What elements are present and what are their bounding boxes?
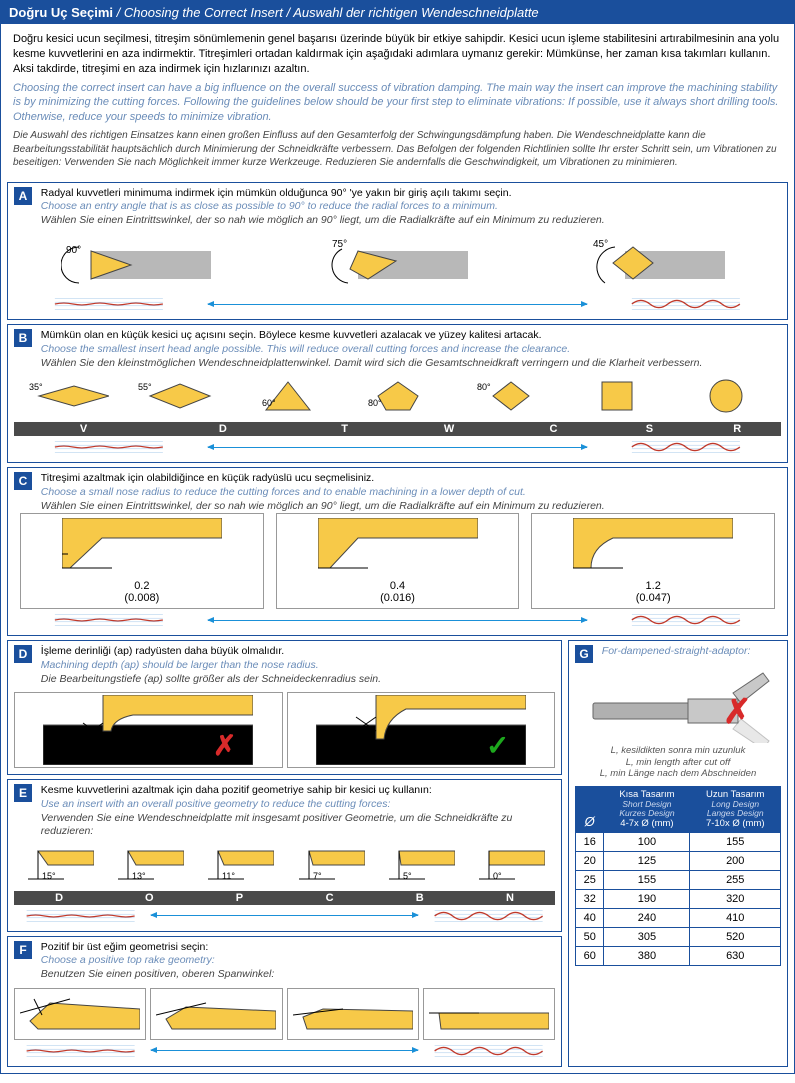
svg-text:✗: ✗ bbox=[723, 693, 752, 731]
d-en: Machining depth (ap) should be larger th… bbox=[41, 659, 552, 673]
header-en: Choosing the Correct Insert bbox=[124, 5, 283, 20]
wave-high bbox=[591, 438, 781, 456]
a-en: Choose an entry angle that is as close a… bbox=[41, 200, 778, 214]
svg-text:7°: 7° bbox=[313, 871, 322, 881]
a-tool-45: 45° bbox=[575, 233, 735, 293]
wave-high bbox=[591, 611, 781, 629]
e-geoms: 15° 13° 11° 7° 5° 0° bbox=[14, 839, 555, 891]
section-e-label: E bbox=[14, 784, 32, 802]
section-f-label: F bbox=[14, 941, 32, 959]
intro-en: Choosing the correct insert can have a b… bbox=[13, 81, 782, 126]
section-c: C Titreşimi azaltmak için olabildiğince … bbox=[7, 467, 788, 636]
e-labels: D O P C B N bbox=[14, 891, 555, 905]
wave-low bbox=[14, 907, 147, 925]
b-shapes: 35° 55° 60° 80° 80° bbox=[14, 370, 781, 422]
c-de: Wählen Sie einen Eintrittswinkel, der so… bbox=[41, 500, 778, 514]
wave-low bbox=[14, 295, 204, 313]
page: Doğru Uç Seçimi / Choosing the Correct I… bbox=[0, 0, 795, 1074]
section-g-label: G bbox=[575, 645, 593, 663]
d-de: Die Bearbeitungstiefe (ap) sollte größer… bbox=[41, 673, 552, 687]
bottom-row: D İşleme derinliği (ap) radyüsten daha b… bbox=[7, 640, 788, 1066]
section-e: E Kesme kuvvetlerini azaltmak için daha … bbox=[7, 779, 562, 932]
col-diam: Ø bbox=[576, 786, 604, 833]
table-row: 40240410 bbox=[576, 909, 781, 928]
section-c-label: C bbox=[14, 472, 32, 490]
section-f: F Pozitif bir üst eğim geometrisi seçin:… bbox=[7, 936, 562, 1067]
table-row: 25155255 bbox=[576, 871, 781, 890]
e-tr: Kesme kuvvetlerini azaltmak için daha po… bbox=[41, 784, 552, 798]
d-right: ✓ bbox=[316, 695, 526, 765]
svg-text:80°: 80° bbox=[368, 398, 382, 408]
a-waves bbox=[14, 295, 781, 313]
svg-text:45°: 45° bbox=[593, 239, 608, 250]
svg-text:✗: ✗ bbox=[213, 730, 236, 761]
a-diagrams: 90° 75° 45° bbox=[14, 233, 781, 293]
c-radii: 0.2(0.008) 0.4(0.016) 1.2(0.047) bbox=[14, 513, 781, 609]
intro-de: Die Auswahl des richtigen Einsatzes kann… bbox=[13, 129, 782, 170]
e-en: Use an insert with an overall positive g… bbox=[41, 798, 552, 812]
table-row: 20125200 bbox=[576, 852, 781, 871]
b-tr: Mümkün olan en küçük kesici uç açısını s… bbox=[41, 329, 778, 343]
svg-text:5°: 5° bbox=[403, 871, 412, 881]
g-caption: L, kesildikten sonra min uzunluk L, min … bbox=[575, 743, 781, 781]
svg-text:80°: 80° bbox=[477, 382, 491, 392]
wave-high bbox=[422, 907, 555, 925]
section-b-label: B bbox=[14, 329, 32, 347]
page-header: Doğru Uç Seçimi / Choosing the Correct I… bbox=[1, 1, 794, 24]
wave-low bbox=[14, 438, 204, 456]
a-de: Wählen Sie einen Eintrittswinkel, der so… bbox=[41, 214, 778, 228]
table-row: 32190320 bbox=[576, 890, 781, 909]
col-long: Uzun Tasarım Long Design Langes Design 7… bbox=[690, 786, 781, 833]
header-de: Auswahl der richtigen Wendeschneidplatte bbox=[293, 5, 538, 20]
f-tr: Pozitif bir üst eğim geometrisi seçin: bbox=[41, 941, 552, 955]
col-short: Kısa Tasarım Short Design Kurzes Design … bbox=[604, 786, 690, 833]
svg-text:✓: ✓ bbox=[486, 730, 509, 761]
svg-text:11°: 11° bbox=[222, 871, 235, 881]
wave-low bbox=[14, 611, 204, 629]
f-de: Benutzen Sie einen positiven, oberen Spa… bbox=[41, 968, 552, 982]
d-wrong: ✗ bbox=[43, 695, 253, 765]
a-tool-90: 90° bbox=[61, 233, 221, 293]
a-tr: Radyal kuvvetleri minimuma indirmek için… bbox=[41, 187, 778, 201]
svg-text:0°: 0° bbox=[493, 871, 502, 881]
wave-high bbox=[591, 295, 781, 313]
g-title: For-dampened-straight-adaptor: bbox=[602, 645, 778, 659]
section-b: B Mümkün olan en küçük kesici uç açısını… bbox=[7, 324, 788, 463]
table-row: 60380630 bbox=[576, 947, 781, 966]
section-g: G For-dampened-straight-adaptor: ✗ L, ke… bbox=[568, 640, 788, 1066]
c-waves bbox=[14, 611, 781, 629]
section-a-label: A bbox=[14, 187, 32, 205]
wave-high bbox=[422, 1042, 555, 1060]
intro-tr: Doğru kesici ucun seçilmesi, titreşim sö… bbox=[13, 32, 782, 77]
c-en: Choose a small nose radius to reduce the… bbox=[41, 486, 778, 500]
a-tool-75: 75° bbox=[318, 233, 478, 293]
b-waves bbox=[14, 438, 781, 456]
svg-text:15°: 15° bbox=[42, 871, 56, 881]
b-labels: V D T W C S R bbox=[14, 422, 781, 436]
section-d: D İşleme derinliği (ap) radyüsten daha b… bbox=[7, 640, 562, 775]
f-en: Choose a positive top rake geometry: bbox=[41, 954, 552, 968]
section-a: A Radyal kuvvetleri minimuma indirmek iç… bbox=[7, 182, 788, 321]
g-adaptor-diagram: ✗ bbox=[583, 663, 773, 743]
b-en: Choose the smallest insert head angle po… bbox=[41, 343, 778, 357]
section-d-label: D bbox=[14, 645, 32, 663]
header-tr: Doğru Uç Seçimi bbox=[9, 5, 113, 20]
svg-text:90°: 90° bbox=[66, 245, 81, 256]
c-tr: Titreşimi azaltmak için olabildiğince en… bbox=[41, 472, 778, 486]
e-de: Verwenden Sie eine Wendeschneidplatte mi… bbox=[41, 812, 552, 839]
b-de: Wählen Sie den kleinstmöglichen Wendesch… bbox=[41, 357, 778, 371]
table-row: 50305520 bbox=[576, 928, 781, 947]
svg-text:35°: 35° bbox=[29, 382, 43, 392]
svg-text:60°: 60° bbox=[262, 398, 276, 408]
intro-block: Doğru kesici ucun seçilmesi, titreşim sö… bbox=[1, 24, 794, 178]
table-row: 16100155 bbox=[576, 833, 781, 852]
svg-text:75°: 75° bbox=[332, 239, 347, 250]
wave-low bbox=[14, 1042, 147, 1060]
svg-text:55°: 55° bbox=[138, 382, 152, 392]
g-table: Ø Kısa Tasarım Short Design Kurzes Desig… bbox=[575, 786, 781, 967]
d-tr: İşleme derinliği (ap) radyüsten daha büy… bbox=[41, 645, 552, 659]
svg-text:13°: 13° bbox=[132, 871, 146, 881]
